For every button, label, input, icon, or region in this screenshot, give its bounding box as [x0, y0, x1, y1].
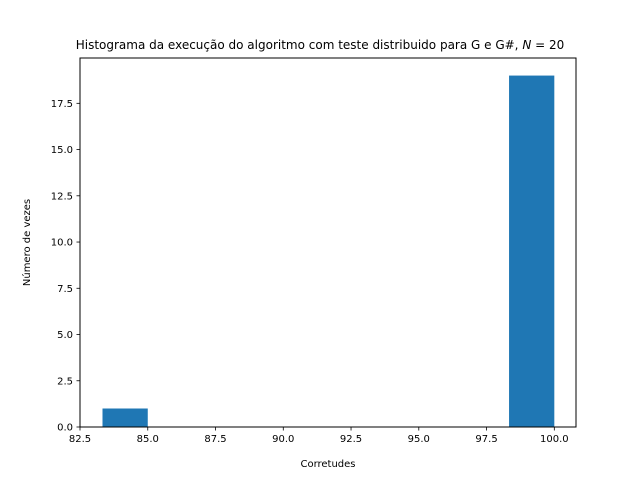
histogram-bar: [102, 408, 148, 427]
x-axis-ticks: 82.5 85.0 87.5 90.0 92.5 95.0 97.5 100.0: [69, 427, 569, 445]
y-axis-ticks: 0.0 2.5 5.0 7.5 10.0 12.5 15.0 17.5: [51, 99, 80, 434]
chart-title-variable: N: [522, 38, 531, 52]
histogram-bar: [509, 75, 555, 428]
x-tick-label: 95.0: [408, 434, 430, 445]
y-tick-label: 2.5: [57, 376, 73, 387]
chart-title-main: Histograma da execução do algoritmo com …: [76, 38, 523, 52]
histogram-bars: [102, 75, 555, 428]
x-tick-label: 97.5: [475, 434, 497, 445]
x-tick-label: 100.0: [540, 434, 569, 445]
y-tick-label: 7.5: [57, 284, 73, 295]
x-tick-label: 87.5: [204, 434, 226, 445]
x-tick-label: 85.0: [137, 434, 159, 445]
chart-title-suffix: = 20: [531, 38, 564, 52]
y-tick-label: 10.0: [51, 238, 73, 249]
y-tick-label: 12.5: [51, 191, 73, 202]
y-tick-label: 17.5: [51, 99, 73, 110]
y-axis-label: Número de vezes: [21, 199, 33, 286]
x-tick-label: 90.0: [272, 434, 294, 445]
chart-title: Histograma da execução do algoritmo com …: [76, 38, 565, 52]
plot-frame: [79, 57, 577, 428]
y-tick-label: 5.0: [57, 330, 73, 341]
y-tick-label: 15.0: [51, 145, 73, 156]
x-axis-label: Corretudes: [300, 459, 355, 470]
y-tick-label: 0.0: [57, 423, 73, 434]
x-tick-label: 92.5: [340, 434, 362, 445]
x-tick-label: 82.5: [69, 434, 91, 445]
